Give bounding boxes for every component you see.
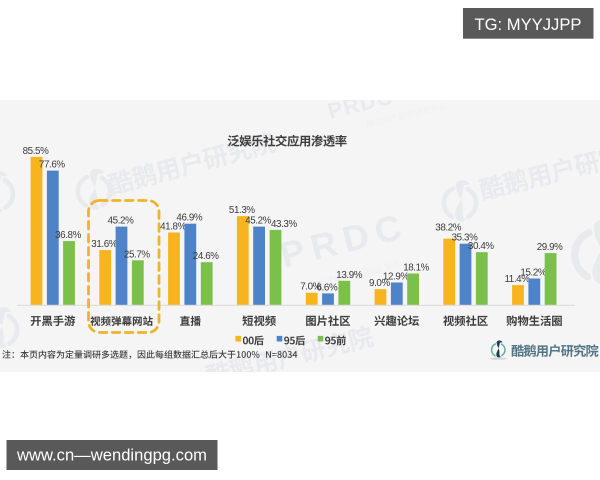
svg-text:25.7%: 25.7% [124, 249, 150, 260]
svg-text:35.3%: 35.3% [452, 233, 478, 244]
svg-text:43.3%: 43.3% [271, 219, 297, 230]
svg-text:11.4%: 11.4% [504, 274, 530, 285]
svg-text:18.1%: 18.1% [403, 263, 429, 274]
svg-text:13.9%: 13.9% [336, 270, 362, 281]
svg-text:9.0%: 9.0% [369, 278, 390, 289]
svg-text:12.9%: 12.9% [383, 272, 409, 283]
svg-text:45.2%: 45.2% [245, 216, 271, 227]
svg-text:24.6%: 24.6% [193, 251, 219, 262]
svg-text:46.9%: 46.9% [176, 213, 202, 224]
svg-text:36.8%: 36.8% [55, 230, 81, 241]
svg-text:29.9%: 29.9% [537, 242, 563, 253]
svg-text:77.6%: 77.6% [39, 160, 65, 171]
svg-text:85.5%: 85.5% [23, 146, 49, 157]
svg-text:51.3%: 51.3% [229, 205, 255, 216]
svg-text:6.6%: 6.6% [317, 282, 338, 293]
svg-text:45.2%: 45.2% [108, 216, 134, 227]
svg-text:38.2%: 38.2% [435, 223, 461, 234]
svg-text:41.8%: 41.8% [160, 222, 186, 233]
svg-text:31.6%: 31.6% [91, 239, 117, 250]
svg-text:7.0%: 7.0% [300, 282, 321, 293]
svg-text:www.cn—wendingpg.com: www.cn—wendingpg.com [16, 446, 207, 465]
svg-text:15.2%: 15.2% [520, 268, 546, 279]
svg-text:30.4%: 30.4% [468, 241, 494, 252]
svg-text:TG: MYYJJPP: TG: MYYJJPP [475, 15, 582, 34]
